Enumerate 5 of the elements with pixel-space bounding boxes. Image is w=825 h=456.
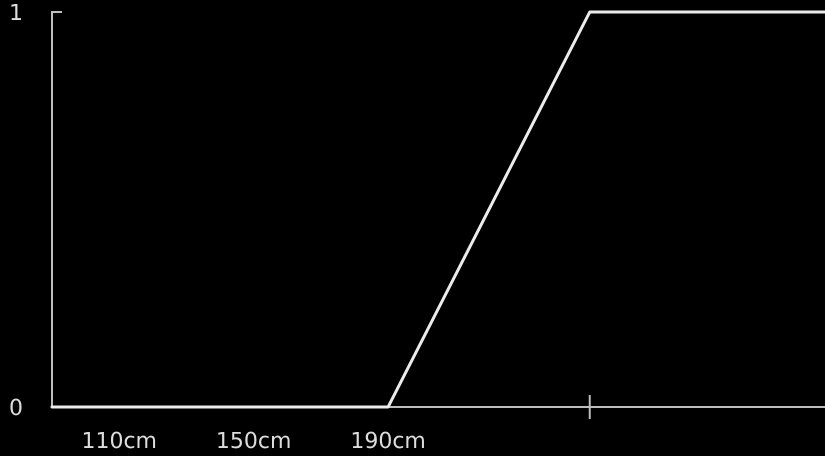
y-tick-label: 1 [9, 1, 23, 26]
x-tick-label: 150cm [216, 429, 292, 454]
y-tick-label: 0 [9, 396, 23, 421]
x-tick-label: 110cm [81, 429, 157, 454]
x-tick-label: 190cm [350, 429, 426, 454]
